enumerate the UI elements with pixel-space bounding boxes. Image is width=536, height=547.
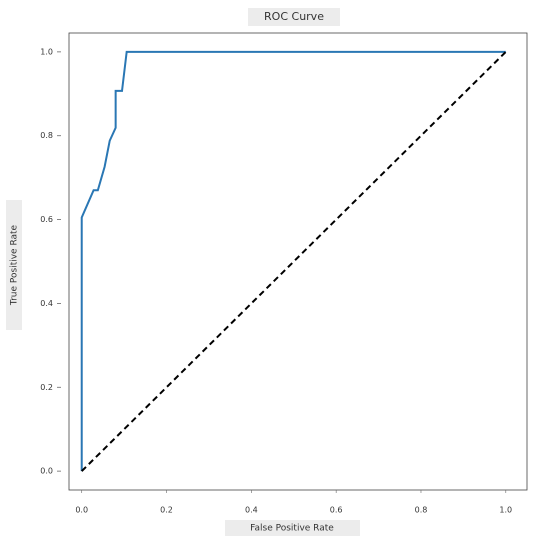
roc-line [80,50,506,472]
y-label-box [6,200,22,330]
y-tick-label: 1.0 [40,47,53,56]
x-tick-label: 0.8 [415,506,428,515]
y-axis-label: True Positive Rate [10,224,20,306]
x-tick-label: 0.4 [245,506,258,515]
plot-frame [68,32,528,491]
y-tick-label: 0.2 [40,383,53,392]
chart-title: ROC Curve [264,10,324,23]
x-label-box [225,520,360,536]
y-tick-label: 0.4 [40,299,53,308]
y-tick-label: 0.6 [40,215,53,224]
x-tick-label: 1.0 [499,506,512,515]
y-tick-label: 0.8 [40,131,53,140]
title-box [248,8,340,26]
y-tick-label: 0.0 [40,467,53,476]
x-axis-label: False Positive Rate [250,524,334,534]
x-tick-label: 0.2 [160,506,173,515]
x-tick-label: 0.0 [75,506,88,515]
diagonal-line [81,51,507,472]
x-tick-label: 0.6 [330,506,343,515]
